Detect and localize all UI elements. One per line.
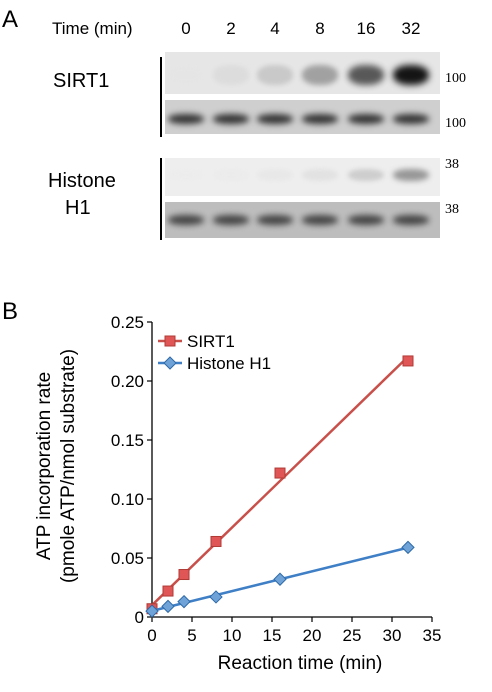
- x-tick-label: 30: [383, 626, 402, 645]
- sirt1-data-point: [275, 468, 285, 478]
- legend-label: SIRT1: [187, 332, 235, 351]
- sirt1-data-point: [211, 536, 221, 546]
- y-axis-label: ATP incorporation rate: [34, 372, 55, 560]
- legend-marker-sirt1: [165, 336, 175, 346]
- histone-h1-data-point: [162, 600, 174, 612]
- y-tick-label: 0.25: [111, 313, 144, 332]
- x-tick-label: 20: [303, 626, 322, 645]
- y-tick-label: 0.15: [111, 431, 144, 450]
- x-axis-label: Reaction time (min): [218, 653, 383, 674]
- histone-h1-data-point: [402, 541, 414, 553]
- x-tick-label: 5: [187, 626, 196, 645]
- y-tick-label: 0.10: [111, 490, 144, 509]
- histone-h1-data-point: [274, 573, 286, 585]
- y-axis-label-2: (pmole ATP/nmol substrate): [58, 349, 79, 583]
- histone-h1-data-point: [178, 596, 190, 608]
- x-tick-label: 25: [343, 626, 362, 645]
- y-tick-label: 0.20: [111, 372, 144, 391]
- legend-marker-histone-h1: [164, 357, 176, 369]
- x-tick-label: 15: [263, 626, 282, 645]
- sirt1-data-point: [163, 586, 173, 596]
- y-tick-label: 0: [135, 608, 144, 627]
- y-tick-label: 0.05: [111, 549, 144, 568]
- series-line-sirt1: [152, 357, 408, 605]
- x-tick-label: 0: [147, 626, 156, 645]
- legend-label: Histone H1: [187, 354, 271, 373]
- x-tick-label: 10: [223, 626, 242, 645]
- x-tick-label: 35: [423, 626, 442, 645]
- sirt1-data-point: [179, 570, 189, 580]
- sirt1-data-point: [403, 356, 413, 366]
